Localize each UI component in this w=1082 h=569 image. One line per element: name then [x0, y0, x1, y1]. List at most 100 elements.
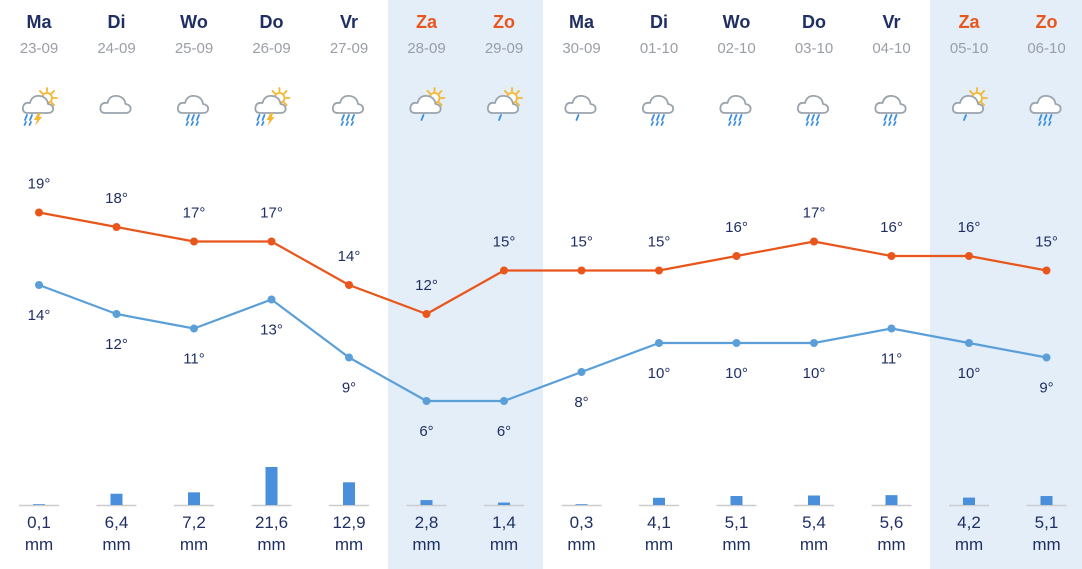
day-date: 27-09 [329, 40, 369, 57]
day-date: 05-10 [949, 40, 989, 57]
low-temp-point [965, 339, 973, 347]
day-column: Zo 06-10 5,1 mm [1008, 0, 1082, 569]
low-temp-label: 6° [497, 423, 511, 440]
day-column: Wo 25-09 7,2 mm [155, 0, 233, 569]
precipitation-value: 1,4 [492, 513, 516, 532]
precipitation-unit: mm [877, 535, 906, 554]
day-date: 02-10 [717, 40, 756, 57]
precipitation-bar [420, 500, 433, 505]
cloud-rain-icon [719, 94, 752, 126]
high-temp-point [500, 266, 508, 275]
cloud-rain-icon [874, 94, 907, 126]
high-temp-label: 18° [105, 190, 128, 207]
high-temp-label: 14° [338, 248, 361, 265]
day-date: 30-09 [562, 40, 601, 57]
precipitation-unit: mm [722, 535, 751, 554]
low-temp-point [267, 295, 276, 304]
day-column: Do 03-10 5,4 mm [775, 0, 853, 569]
high-temp-point [887, 252, 896, 260]
sun-cloud-drizzle-icon [409, 87, 446, 121]
day-column: Wo 02-10 5,1 mm [698, 0, 776, 569]
precipitation-bar [885, 495, 898, 505]
precipitation-bar [33, 504, 45, 505]
precipitation-unit: mm [489, 535, 519, 554]
high-temp-label: 17° [803, 205, 826, 222]
high-temp-point [1042, 266, 1051, 275]
low-temp-point [655, 339, 663, 347]
low-temp-label: 10° [958, 365, 981, 382]
low-temp-point [887, 324, 896, 333]
low-temp-point [422, 397, 431, 405]
day-name: Do [802, 12, 826, 32]
cloud-rain-icon [641, 94, 675, 126]
day-column: Vr 27-09 12,9 mm [310, 0, 388, 569]
day-name: Za [958, 12, 980, 32]
low-temp-point [732, 339, 741, 347]
high-temp-label: 15° [1035, 234, 1058, 251]
day-date: 29-09 [484, 40, 524, 57]
precipitation-unit: mm [954, 535, 984, 554]
precipitation-value: 5,4 [802, 513, 826, 532]
sun-cloud-drizzle-icon [486, 87, 523, 121]
day-column: Zo 29-09 1,4 mm [465, 0, 543, 569]
precipitation-bar [1040, 496, 1053, 505]
precipitation-value: 12,9 [332, 513, 366, 532]
precipitation-value: 5,1 [724, 513, 749, 532]
precipitation-bar [343, 482, 355, 505]
day-name: Wo [722, 12, 751, 32]
low-temp-label: 12° [105, 336, 128, 353]
precipitation-value: 4,1 [647, 513, 671, 532]
precipitation-bar [730, 496, 743, 505]
high-temp-point [422, 310, 431, 318]
low-temp-label: 9° [1039, 380, 1053, 397]
precipitation-bar [575, 504, 588, 505]
sun-cloud-drizzle-icon [951, 87, 988, 121]
cloud-drizzle-icon [564, 94, 597, 121]
precipitation-value: 21,6 [254, 513, 289, 532]
partly-cloudy-icon [99, 94, 132, 114]
low-temp-label: 10° [725, 365, 748, 382]
day-name: Zo [493, 12, 515, 32]
precipitation-value: 7,2 [182, 513, 206, 532]
day-column: Di 24-09 6,4 mm [78, 0, 156, 569]
day-column: Za 05-10 4,2 mm [930, 0, 1008, 569]
low-temp-point [112, 310, 121, 318]
day-name: Za [415, 12, 437, 32]
day-date: 03-10 [794, 40, 834, 57]
low-temp-label: 11° [183, 351, 205, 368]
high-temp-point [732, 252, 741, 260]
day-date: 26-09 [252, 40, 291, 57]
precipitation-bar [808, 495, 820, 505]
precipitation-value: 6,4 [104, 513, 129, 532]
day-date: 01-10 [639, 40, 679, 57]
cloud-rain-icon [331, 94, 365, 126]
precipitation-bar [963, 497, 975, 505]
precipitation-unit: mm [334, 535, 364, 554]
day-name: Ma [26, 12, 52, 32]
high-temp-point [965, 252, 973, 260]
weekend-band [930, 0, 1082, 569]
low-temp-label: 14° [28, 307, 51, 324]
high-temp-label: 15° [493, 234, 516, 251]
precipitation-unit: mm [24, 535, 54, 554]
day-column: Do 26-09 21,6 mm [233, 0, 311, 569]
precipitation-value: 2,8 [414, 513, 439, 532]
low-temp-label: 6° [419, 423, 433, 440]
high-temp-label: 17° [260, 205, 283, 222]
low-temp-label: 9° [342, 380, 356, 397]
high-temp-label: 15° [570, 234, 593, 251]
precipitation-unit: mm [1032, 535, 1061, 554]
precipitation-bar [498, 502, 510, 505]
sun-cloud-thunderstorm-icon [254, 87, 291, 126]
high-temp-label: 15° [648, 234, 671, 251]
precipitation-unit: mm [644, 535, 674, 554]
low-temp-point [577, 368, 586, 376]
day-name: Wo [180, 12, 208, 32]
low-temp-point [35, 281, 43, 289]
low-temp-label: 13° [260, 322, 283, 339]
precipitation-unit: mm [257, 535, 286, 554]
high-temp-point [577, 266, 586, 275]
precipitation-unit: mm [102, 535, 131, 554]
precipitation-value: 0,3 [569, 513, 594, 532]
precipitation-value: 0,1 [27, 513, 51, 532]
